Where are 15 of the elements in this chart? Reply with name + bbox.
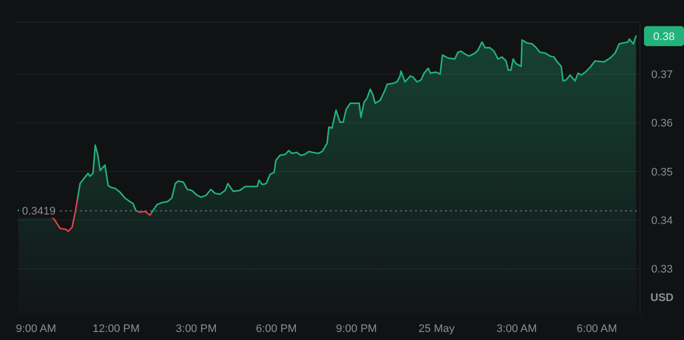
annotation: 0.38 [653, 30, 675, 43]
x-tick-label: 25 May [418, 323, 456, 335]
x-tick-label: 12:00 PM [92, 323, 140, 335]
x-tick-label: 3:00 AM [496, 323, 537, 335]
y-tick-label: 0.34 [651, 214, 673, 227]
x-tick-label: 6:00 AM [576, 323, 618, 335]
y-tick-label: 0.37 [651, 68, 673, 81]
x-tick-label: 9:00 PM [336, 323, 377, 335]
y-tick-label: 0.36 [651, 118, 673, 130]
y-axis-title: USD [650, 292, 674, 304]
y-tick-label: 0.35 [651, 166, 673, 178]
x-tick-label: 6:00 PM [256, 323, 297, 335]
y-tick-label: 0.33 [651, 264, 673, 276]
x-tick-label: 9:00 AM [16, 323, 56, 335]
x-tick-label: 3:00 PM [176, 323, 217, 335]
